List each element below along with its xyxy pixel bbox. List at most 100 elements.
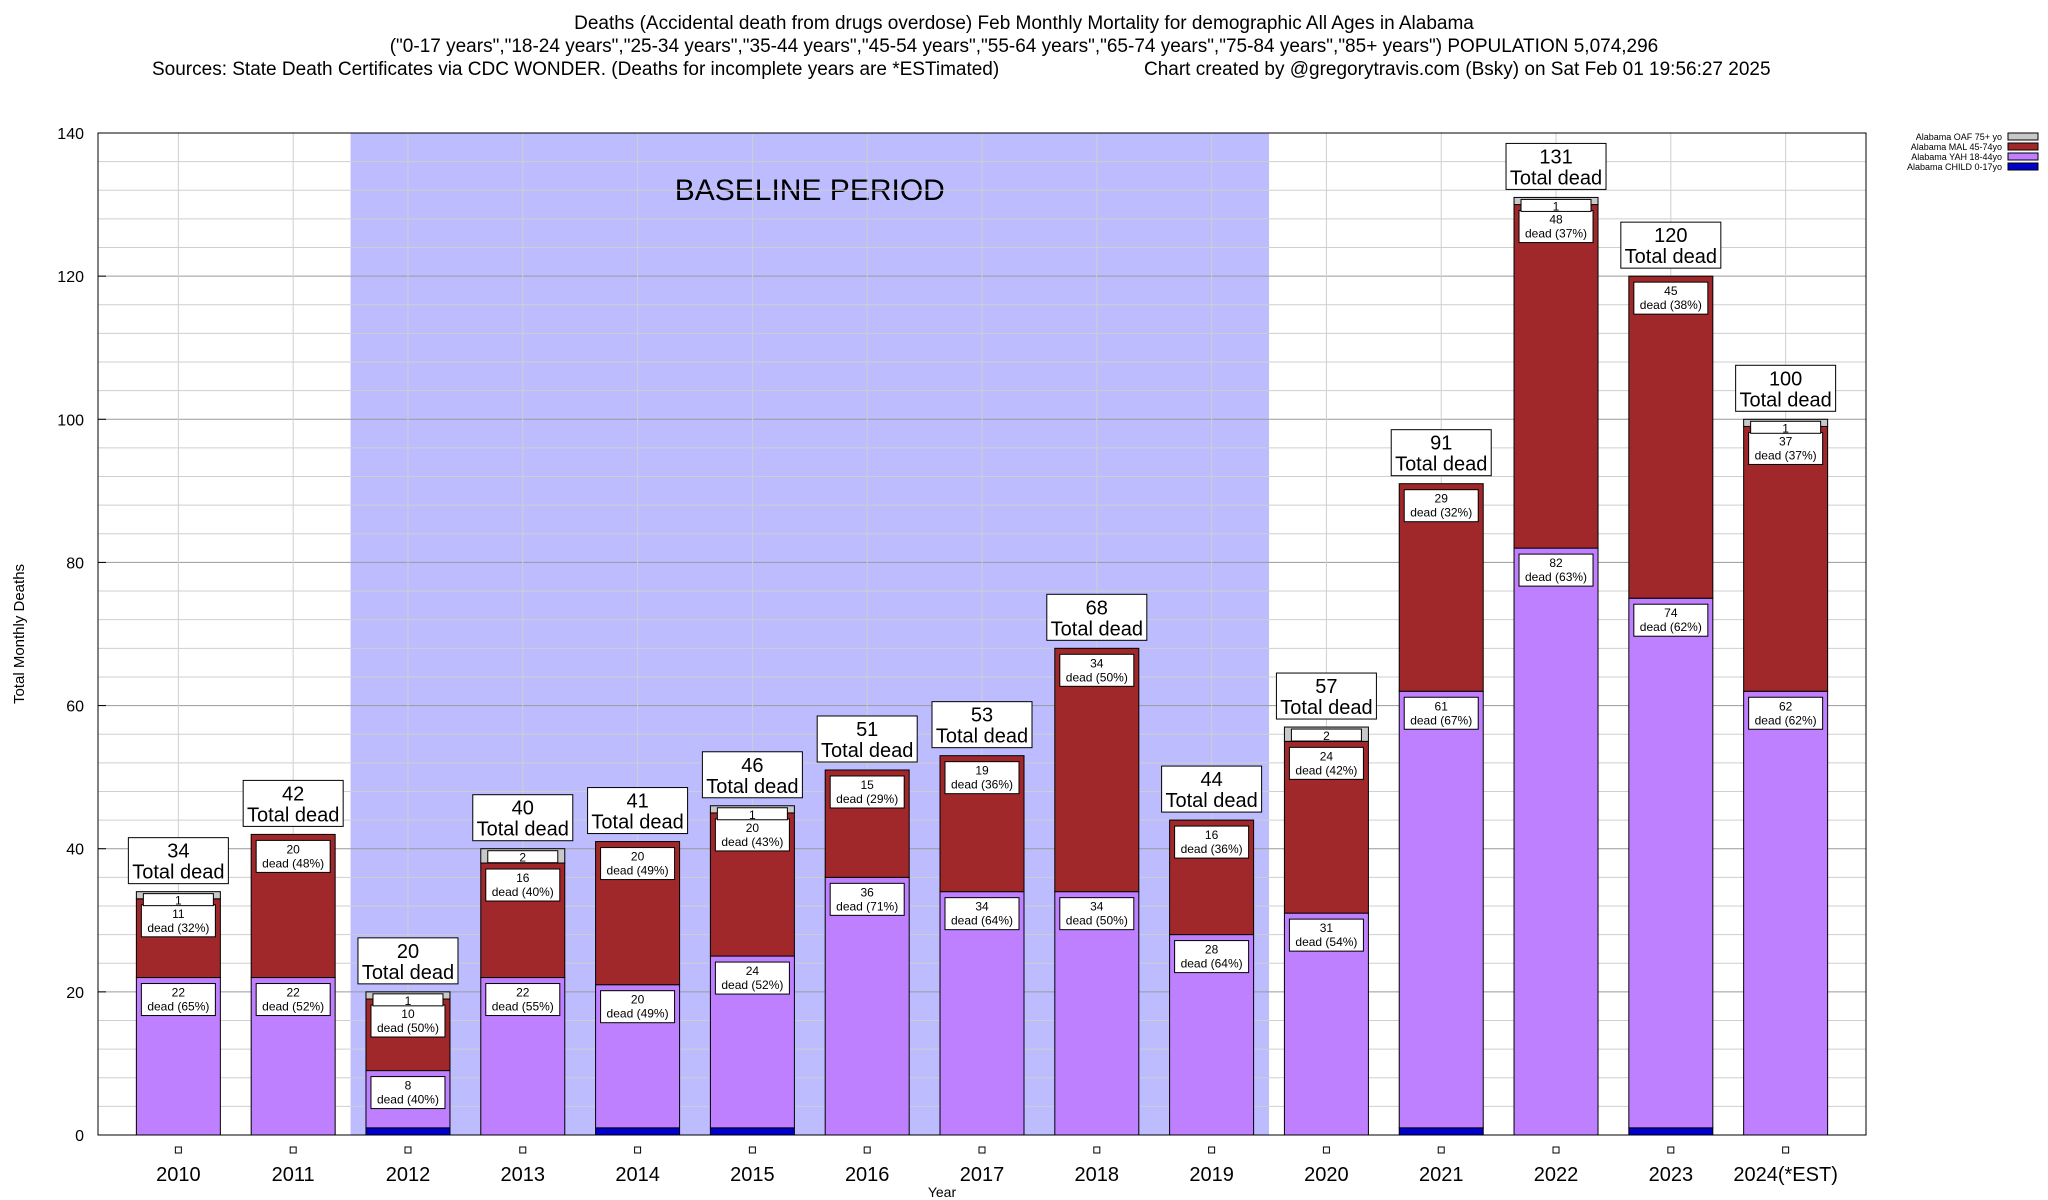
x-tick-marker	[1322, 1146, 1330, 1154]
total-value-label: 131	[1539, 146, 1572, 168]
legend-entry-label: Alabama MAL 45-74yo	[1911, 142, 2002, 152]
segment-percent-label: dead (36%)	[951, 778, 1013, 792]
legend-entry-label: Alabama YAH 18-44yo	[1911, 152, 2002, 162]
bar-segment	[709, 1127, 795, 1136]
total-suffix-label: Total dead	[936, 726, 1028, 748]
segment-value-label: 10	[401, 1007, 415, 1021]
segment-label-box	[372, 993, 444, 1007]
y-tick-label: 40	[66, 842, 84, 859]
segment-value-label: 1	[1553, 199, 1560, 213]
segment-label-box	[600, 847, 676, 881]
total-value-label: 91	[1430, 433, 1452, 455]
y-tick-label: 0	[75, 1128, 84, 1145]
x-tick-marker	[519, 1146, 527, 1154]
segment-value-label: 61	[1435, 699, 1449, 713]
segment-value-label: 16	[516, 871, 530, 885]
x-tick-marker	[1667, 1146, 1675, 1154]
segment-value-label: 20	[746, 821, 760, 835]
segment-percent-label: dead (50%)	[377, 1021, 439, 1035]
total-suffix-label: Total dead	[132, 862, 224, 884]
segment-value-label: 1	[405, 994, 412, 1008]
total-value-label: 44	[1200, 769, 1222, 791]
x-tick-label: 2010	[156, 1164, 201, 1186]
segment-label-box	[1403, 696, 1479, 730]
bar-segment	[1743, 425, 1829, 692]
segment-value-label: 74	[1664, 606, 1678, 620]
segment-label-box	[487, 850, 559, 864]
x-tick-marker	[1782, 1146, 1790, 1154]
segment-label-box	[1520, 198, 1592, 212]
segment-label-box	[142, 893, 214, 907]
x-tick-label: 2024(*EST)	[1733, 1164, 1838, 1186]
segment-value-label: 2	[1323, 729, 1330, 743]
legend-entry-label: Alabama OAF 75+ yo	[1916, 132, 2002, 142]
segment-label-box	[1403, 489, 1479, 523]
segment-value-label: 8	[405, 1079, 412, 1093]
x-tick-marker	[1093, 1146, 1101, 1154]
total-label-box	[1161, 765, 1263, 813]
chart-header: Deaths (Accidental death from drugs over…	[0, 12, 2048, 81]
x-tick-label: 2016	[845, 1164, 890, 1186]
segment-value-label: 1	[749, 808, 756, 822]
segment-percent-label: dead (54%)	[1295, 935, 1357, 949]
segment-label-box	[1059, 653, 1135, 687]
segment-value-label: 24	[746, 964, 760, 978]
bar-segment	[1513, 547, 1599, 1136]
total-label-box	[1046, 593, 1148, 641]
x-tick-label: 2017	[960, 1164, 1005, 1186]
segment-value-label: 1	[1782, 421, 1789, 435]
chart-credit-text: Chart created by @gregorytravis.com (Bsk…	[1144, 59, 1771, 80]
segment-value-label: 1	[175, 894, 182, 908]
legend-swatch	[2007, 152, 2039, 161]
total-suffix-label: Total dead	[1051, 618, 1143, 640]
segment-label-box	[944, 761, 1020, 795]
x-tick-marker	[174, 1146, 182, 1154]
segment-percent-label: dead (67%)	[1410, 713, 1472, 727]
total-label-box	[357, 937, 459, 985]
y-tick-label: 140	[57, 126, 84, 143]
segment-label-box	[370, 1004, 446, 1038]
segment-label-box	[829, 882, 905, 916]
total-label-box	[1735, 364, 1837, 412]
segment-value-label: 45	[1664, 284, 1678, 298]
total-suffix-label: Total dead	[821, 740, 913, 762]
segment-value-label: 34	[1090, 656, 1104, 670]
segment-value-label: 20	[631, 993, 645, 1007]
segment-percent-label: dead (42%)	[1295, 763, 1357, 777]
segment-label-box	[716, 807, 788, 821]
segment-value-label: 82	[1549, 556, 1563, 570]
total-value-label: 51	[856, 719, 878, 741]
segment-label-box	[1633, 281, 1709, 315]
total-value-label: 57	[1315, 676, 1337, 698]
chart-title: Deaths (Accidental death from drugs over…	[574, 13, 1474, 34]
total-suffix-label: Total dead	[591, 812, 683, 834]
x-tick-label: 2013	[501, 1164, 546, 1186]
segment-percent-label: dead (38%)	[1640, 298, 1702, 312]
segment-value-label: 22	[286, 986, 300, 1000]
x-tick-marker	[404, 1146, 412, 1154]
segment-label-box	[714, 961, 790, 995]
segment-percent-label: dead (64%)	[951, 914, 1013, 928]
segment-percent-label: dead (37%)	[1525, 227, 1587, 241]
total-label-box	[701, 751, 803, 799]
total-label-box	[1390, 429, 1492, 477]
segment-value-label: 62	[1779, 699, 1793, 713]
total-suffix-label: Total dead	[247, 804, 339, 826]
segment-label-box	[140, 983, 216, 1017]
y-tick-label: 80	[66, 555, 84, 572]
bar-segment	[1054, 647, 1140, 893]
total-label-box	[127, 837, 229, 885]
y-tick-label: 60	[66, 699, 84, 716]
chart-subtitle: ("0-17 years","18-24 years","25-34 years…	[389, 36, 1659, 57]
x-tick-label: 2021	[1419, 1164, 1464, 1186]
x-tick-label: 2012	[386, 1164, 431, 1186]
total-label-box	[242, 779, 344, 827]
x-tick-marker	[748, 1146, 756, 1154]
total-value-label: 53	[971, 705, 993, 727]
